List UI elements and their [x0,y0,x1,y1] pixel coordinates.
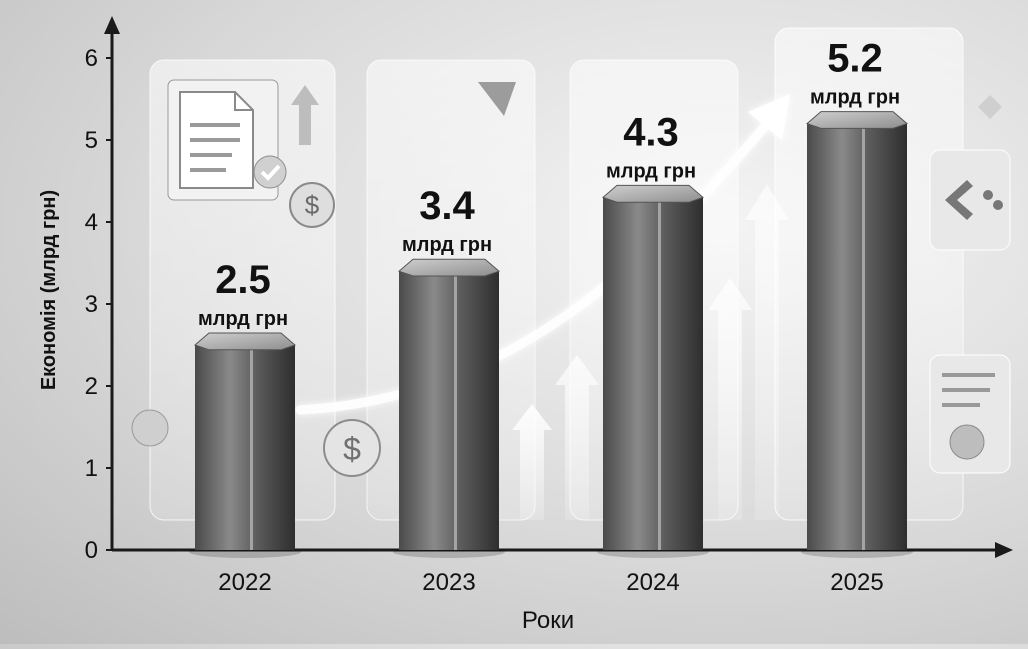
bar-2022 [189,332,301,558]
y-tick-label: 3 [85,291,98,318]
bar-value-label: 5.2 [827,37,883,81]
bar-top [194,332,296,351]
coin-left-icon [131,409,169,447]
up-arrow-icon [291,85,319,145]
x-tick-label: 2024 [626,569,679,596]
svg-text:$: $ [343,431,361,467]
y-axis-arrowhead [104,16,120,34]
y-axis-label: Економія (млрд грн) [38,190,60,390]
trend-curve [295,115,775,415]
bar-2024 [597,184,709,558]
y-tick-label: 2 [85,373,98,400]
trend-arrowhead [748,94,790,140]
x-tick-label: 2022 [218,569,271,596]
decor-right-icons: $ [131,95,1011,520]
bar-facet [862,123,865,550]
bars-group: 2.5 млрд грн 2022 3.4 млрд грн 2023 4.3 млрд гр… [189,37,913,596]
bar-facet [658,197,661,550]
bar-body [399,271,499,550]
background-arrows-icon [512,184,789,520]
x-tick-label: 2023 [422,569,475,596]
bar-facet [454,271,457,550]
document-icon [167,79,279,201]
x-axis-label: Роки [522,607,574,634]
bar-body [603,197,703,550]
bar-unit-label: млрд грн [402,234,492,256]
bar-value-label: 3.4 [419,184,475,228]
bar-top [398,258,500,277]
y-tick-label: 6 [85,45,98,72]
bar-value-label: 4.3 [623,110,679,154]
bar-top [806,111,908,129]
y-tick-label: 5 [85,127,98,154]
y-tick-label: 1 [85,455,98,482]
x-axis-arrowhead [995,542,1013,558]
bar-top [602,184,704,203]
bar-2023 [393,258,505,558]
bar-2025 [801,111,913,558]
trend-arrow [295,94,790,415]
dollar-coin-bottom-icon: $ [323,419,381,477]
bar-facet [250,345,253,550]
shield-icon [978,95,1002,119]
bar-body [807,123,907,550]
y-tick-label: 4 [85,209,98,236]
settings-icon [929,149,1011,251]
checkmark-icon [253,155,287,189]
bar-value-label: 2.5 [215,258,271,302]
svg-text:$: $ [305,190,320,220]
dollar-coin-icon: $ [289,182,335,228]
bar-unit-label: млрд грн [198,308,288,330]
bar-unit-label: млрд грн [606,160,696,182]
y-tick-label: 0 [85,537,98,564]
phone-icon [929,354,1011,474]
bar-body [195,345,295,550]
bar-unit-label: млрд грн [810,87,900,109]
x-tick-label: 2025 [830,569,883,596]
